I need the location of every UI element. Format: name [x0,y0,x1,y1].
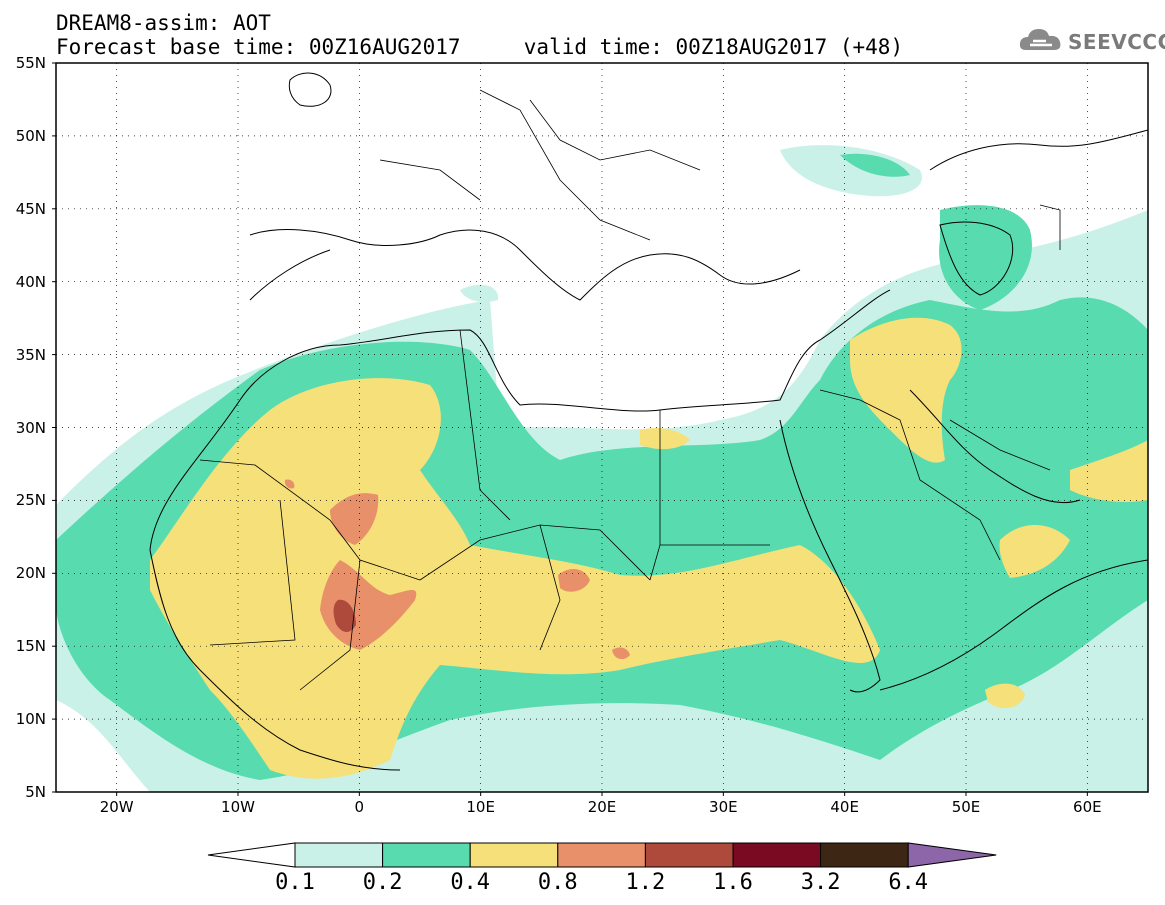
colorbar [207,842,997,868]
colorbar-label: 1.2 [625,870,666,895]
colorbar-segment [382,842,471,868]
colorbar-upper-arrow [907,842,997,868]
lat-label: 20N [15,564,46,583]
colorbar-segment [469,842,559,868]
colorbar-lower-arrow [207,842,296,868]
colorbar-segment [294,842,384,868]
axis-ticks [52,62,1088,796]
lat-label: 35N [15,345,46,364]
seevccc-logo: SEEVCCC [1018,24,1165,56]
colorbar-segment [732,842,822,868]
colorbar-label: 6.4 [888,870,929,895]
country-borders [199,89,1061,691]
lat-label: 40N [15,272,46,291]
lat-label: 45N [15,199,46,218]
lat-label: 5N [25,783,46,801]
lon-label: 10E [466,798,495,816]
forecast-times: Forecast base time: 00Z16AUG2017 valid t… [56,35,904,59]
lon-label: 0 [354,798,365,816]
lon-label: 20W [99,798,134,816]
lon-label: 40E [830,798,859,816]
lat-label: 10N [15,710,46,729]
graticule [56,63,1148,792]
lat-label: 55N [15,54,46,72]
lon-label: 10W [221,798,255,816]
aot-level-0-4 [150,317,1148,779]
colorbar-label: 0.1 [275,870,315,895]
map-title: DREAM8-assim: AOT [56,11,271,35]
colorbar-label: 0.4 [450,870,491,895]
colorbar-label: 1.6 [713,870,753,895]
lat-label: 25N [15,491,46,510]
colorbar-segment [644,842,734,868]
lon-label: 20E [587,798,617,816]
colorbar-segment [820,842,909,868]
lon-label: 60E [1073,798,1102,816]
colorbar-label: 0.2 [362,870,403,895]
cloud-logo-icon [1019,29,1061,50]
colorbar-label: 3.2 [800,870,841,895]
colorbar-segment [557,842,646,868]
aot-level-0-8 [284,479,630,660]
lon-label: 50E [951,798,981,816]
colorbar-label: 0.8 [537,870,578,895]
logo-text: SEEVCCC [1068,30,1165,54]
lon-label: 30E [709,798,738,816]
lat-label: 15N [15,637,46,656]
aot-level-1-2 [333,599,356,633]
lat-label: 30N [15,418,46,437]
lat-label: 50N [15,126,46,145]
